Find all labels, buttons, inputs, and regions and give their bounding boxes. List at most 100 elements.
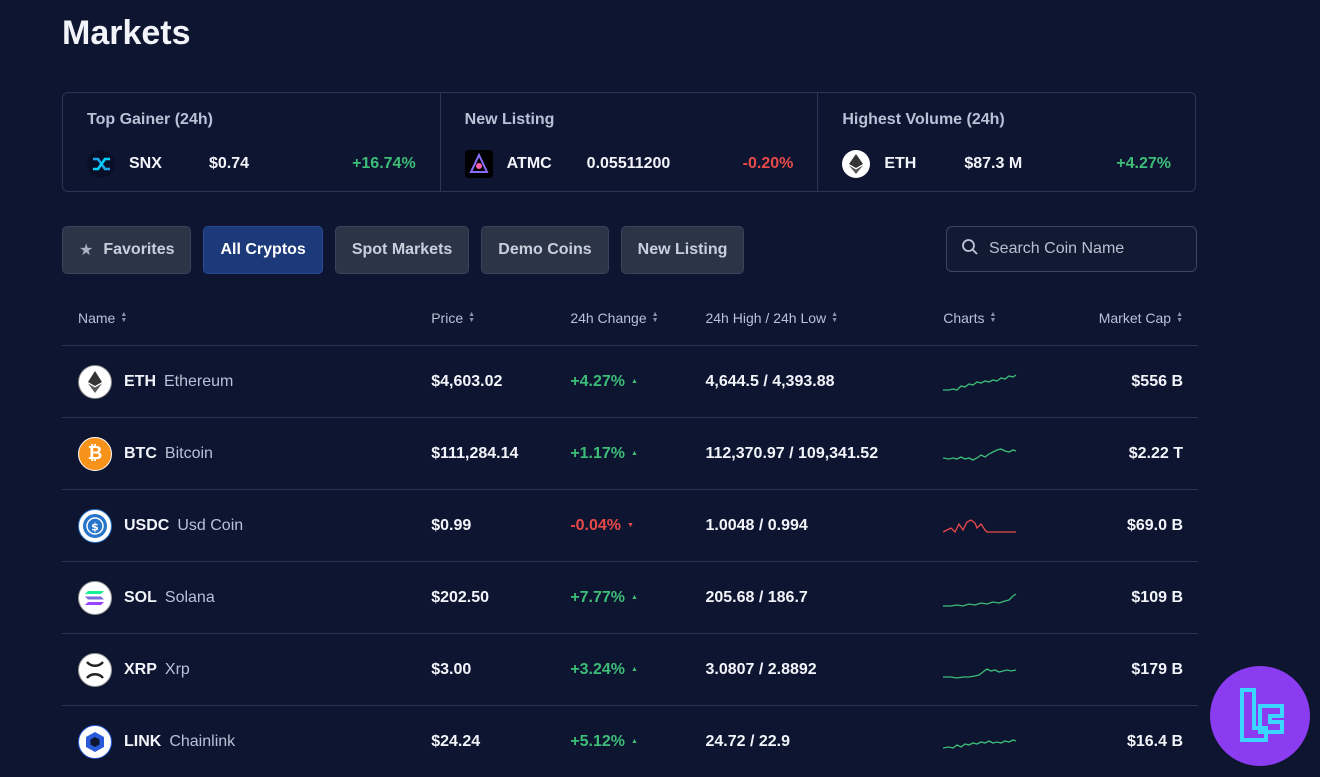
sparkline-chart[interactable]	[943, 370, 1081, 394]
table-row[interactable]: LINK Chainlink $24.24 +5.12% ▲ 24.72 / 22…	[62, 706, 1198, 777]
card-title: Highest Volume (24h)	[842, 111, 1005, 128]
coin-price: $202.50	[431, 588, 490, 606]
trend-up-icon: ▲	[631, 594, 638, 601]
coin-symbol: SOL	[124, 588, 157, 606]
coin-name: Chainlink	[169, 732, 236, 750]
coin-name: Bitcoin	[164, 444, 213, 462]
tab-demo-coins[interactable]: Demo Coins	[481, 226, 609, 274]
markets-table: Name ▲ ▼ Price ▲ ▼ 24h Change ▲ ▼ 24h High / 2…	[62, 290, 1198, 777]
header-label: Price	[431, 309, 464, 326]
coin-high-low: 112,370.97 / 109,341.52	[705, 444, 879, 462]
sort-icon: ▲ ▼	[120, 310, 128, 324]
table-row[interactable]: SOL Solana $202.50 +7.77% ▲ 205.68 / 186.…	[62, 562, 1198, 634]
top-gainer-card[interactable]: Top Gainer (24h) SNX $0.74 +16.74%	[63, 93, 441, 191]
trend-up-icon: ▲	[631, 738, 638, 745]
coin-change: +1.17%	[570, 444, 626, 462]
coin-market-cap: $2.22 T	[1128, 444, 1183, 462]
trend-down-icon: ▼	[627, 522, 634, 529]
xrp-icon	[78, 652, 112, 687]
tab-spot-markets[interactable]: Spot Markets	[334, 226, 470, 274]
column-header-high-low[interactable]: 24h High / 24h Low ▲ ▼	[705, 310, 943, 326]
sort-icon: ▲ ▼	[1176, 310, 1183, 324]
coin-high-low: 3.0807 / 2.8892	[705, 660, 817, 678]
solana-icon	[78, 580, 112, 615]
column-header-change[interactable]: 24h Change ▲ ▼	[570, 310, 705, 326]
coin-price: $111,284.14	[431, 444, 519, 462]
bitcoin-icon: ₿	[78, 436, 112, 471]
column-header-market-cap[interactable]: Market Cap ▲ ▼	[1081, 310, 1198, 326]
sort-icon: ▲ ▼	[831, 310, 839, 324]
sparkline-chart[interactable]	[943, 442, 1081, 466]
coin-high-low: 1.0048 / 0.994	[705, 516, 808, 534]
coin-market-cap: $109 B	[1131, 588, 1183, 606]
star-icon: ★	[79, 242, 94, 259]
highest-volume-card[interactable]: Highest Volume (24h) ETH $87.3 M +4.27%	[818, 93, 1195, 191]
coin-change: +3.24%	[570, 660, 626, 678]
search-input[interactable]	[987, 239, 1181, 259]
market-summary: Top Gainer (24h) SNX $0.74 +16.74% New L…	[62, 92, 1196, 192]
trend-up-icon: ▲	[631, 666, 638, 673]
sparkline-chart[interactable]	[943, 730, 1081, 754]
card-change: +4.27%	[1116, 155, 1172, 172]
coin-price: $24.24	[431, 732, 481, 750]
tab-new-listing[interactable]: New Listing	[620, 226, 745, 274]
usd-coin-icon: $	[78, 508, 112, 543]
trend-up-icon: ▲	[631, 450, 638, 457]
search-icon	[961, 238, 979, 261]
market-filter-tabs: ★ Favorites All Cryptos Spot Markets Dem…	[62, 226, 756, 274]
coin-price: $3.00	[431, 660, 472, 678]
table-row[interactable]: $ USDC Usd Coin $0.99 -0.04% ▼ 1.0048 / 0…	[62, 490, 1198, 562]
coin-high-low: 24.72 / 22.9	[705, 732, 790, 750]
card-symbol: ETH	[884, 155, 917, 172]
coin-change: +4.27%	[570, 372, 626, 390]
sparkline-chart[interactable]	[943, 514, 1081, 538]
tab-favorites[interactable]: ★ Favorites	[62, 226, 192, 274]
coin-symbol: BTC	[124, 444, 157, 462]
tab-all-cryptos[interactable]: All Cryptos	[203, 226, 323, 274]
snx-icon	[87, 150, 115, 178]
sparkline-chart[interactable]	[943, 586, 1081, 610]
coin-high-low: 205.68 / 186.7	[705, 588, 808, 606]
coin-name: Usd Coin	[177, 516, 244, 534]
column-header-name[interactable]: Name ▲ ▼	[62, 310, 431, 326]
column-header-price[interactable]: Price ▲ ▼	[431, 310, 570, 326]
card-symbol: ATMC	[506, 155, 552, 172]
tab-label: Favorites	[103, 241, 175, 258]
table-row[interactable]: ETH Ethereum $4,603.02 +4.27% ▲ 4,644.5 /…	[62, 346, 1198, 418]
atmc-icon	[464, 150, 493, 178]
card-price: 0.05511200	[586, 155, 671, 172]
new-listing-card[interactable]: New Listing ATMC 0.05511200 -0.20%	[441, 93, 819, 191]
search-box	[946, 226, 1197, 272]
trend-up-icon: ▲	[631, 378, 638, 385]
coin-price: $4,603.02	[431, 372, 503, 390]
coin-market-cap: $556 B	[1131, 372, 1183, 390]
header-label: Market Cap	[1098, 309, 1172, 326]
card-symbol: SNX	[129, 155, 162, 172]
sort-icon: ▲ ▼	[989, 310, 997, 324]
coin-price: $0.99	[431, 516, 472, 534]
header-label: Charts	[943, 309, 985, 326]
card-change: -0.20%	[742, 155, 794, 172]
card-price: $87.3 M	[964, 155, 1023, 172]
coin-market-cap: $179 B	[1131, 660, 1183, 678]
coin-change: -0.04%	[570, 516, 622, 534]
brand-logo-icon	[1210, 666, 1310, 766]
table-row[interactable]: ₿ BTC Bitcoin $111,284.14 +1.17% ▲ 112,37…	[62, 418, 1198, 490]
page-title: Markets	[62, 14, 191, 52]
card-title: Top Gainer (24h)	[87, 111, 213, 128]
column-header-charts[interactable]: Charts ▲ ▼	[943, 310, 1081, 326]
card-change: +16.74%	[352, 155, 416, 172]
coin-symbol: LINK	[124, 732, 162, 750]
ethereum-icon	[842, 150, 871, 178]
coin-name: Xrp	[164, 660, 190, 678]
coin-change: +7.77%	[570, 588, 626, 606]
card-price: $0.74	[209, 155, 250, 172]
sort-icon: ▲ ▼	[651, 310, 659, 324]
sparkline-chart[interactable]	[943, 658, 1081, 682]
coin-high-low: 4,644.5 / 4,393.88	[705, 372, 835, 390]
table-row[interactable]: XRP Xrp $3.00 +3.24% ▲ 3.0807 / 2.8892 $1…	[62, 634, 1198, 706]
header-label: 24h Change	[570, 309, 647, 326]
sort-icon: ▲ ▼	[468, 310, 476, 324]
coin-market-cap: $16.4 B	[1126, 732, 1183, 750]
coin-change: +5.12%	[570, 732, 626, 750]
